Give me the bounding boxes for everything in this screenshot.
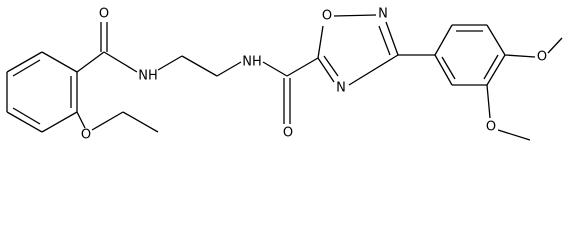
atom-label: O <box>99 7 109 22</box>
bonds <box>6 14 563 141</box>
molecule-diagram: O NH O NH O O N N O O <box>6 7 563 143</box>
atom-label: O <box>81 128 91 143</box>
atom-labels: O NH O NH O O N N O O <box>81 7 547 143</box>
atom-label: O <box>486 120 496 135</box>
atom-label: N <box>378 7 388 22</box>
atom-label: NH <box>138 69 158 84</box>
atom-label: N <box>336 81 346 96</box>
atom-label: O <box>537 50 547 65</box>
atom-label: NH <box>242 55 262 70</box>
atom-label: O <box>283 126 293 141</box>
atom-label: O <box>322 9 332 24</box>
